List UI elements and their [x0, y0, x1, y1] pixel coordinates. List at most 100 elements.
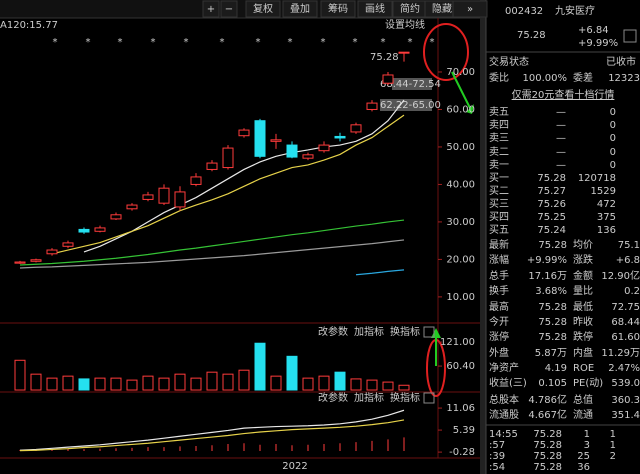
add-button[interactable] — [623, 29, 637, 43]
marker: * — [86, 37, 91, 48]
toolbar-label[interactable]: 隐藏 — [432, 3, 452, 15]
quote-cell[interactable]: 仅需20元查看十档行情 — [512, 88, 615, 101]
toolbar-button[interactable] — [282, 0, 318, 18]
toolbar-label[interactable]: 复权 — [253, 2, 273, 15]
volume-bar — [254, 342, 266, 391]
quote-cell: 75.28 — [538, 317, 567, 328]
tick-cell: 25 — [577, 451, 590, 462]
quote-cell: 跌停 — [573, 330, 593, 343]
quote-cell: 0 — [610, 133, 616, 144]
candle-body — [238, 129, 250, 137]
indicator-button[interactable]: 改参数 — [318, 391, 348, 404]
quote-cell: 均价 — [573, 239, 593, 251]
tick-cell: 75.28 — [533, 440, 562, 451]
volume-bar — [286, 355, 298, 391]
volume-bar — [366, 379, 378, 391]
toolbar-label[interactable]: » — [467, 4, 473, 15]
close-button[interactable] — [423, 392, 435, 404]
marker: * — [353, 37, 358, 48]
quote-cell: 0.2 — [624, 286, 640, 297]
quote-cell: 5.87万 — [535, 348, 567, 359]
stock-price: 75.28 — [517, 30, 546, 41]
toolbar-button[interactable] — [357, 0, 393, 18]
stock-name: 九安医疗 — [555, 4, 595, 17]
marker: * — [430, 37, 435, 48]
indicator-button[interactable]: 加指标 — [354, 325, 384, 338]
arrow — [451, 71, 471, 109]
settings-link[interactable]: 设置均线 — [385, 18, 425, 31]
quote-cell: 4.667亿 — [528, 408, 567, 421]
ma-line — [19, 219, 405, 266]
quote-cell: 472 — [597, 199, 616, 210]
quote-cell: 4.19 — [545, 363, 567, 374]
annotation-box — [392, 78, 432, 90]
candle-body — [286, 144, 298, 158]
toolbar-button[interactable] — [245, 0, 281, 18]
x-label: 2022 — [282, 461, 307, 472]
quote-cell: 总手 — [489, 269, 509, 282]
candle-body — [14, 261, 26, 264]
quote-cell: 75.28 — [538, 332, 567, 343]
tick-cell: 36 — [577, 462, 590, 473]
toolbar-label[interactable]: − — [225, 4, 233, 15]
tick-cell: 2 — [610, 451, 616, 462]
tick-cell: 75.28 — [533, 429, 562, 440]
candle-body — [158, 187, 170, 204]
tick-cell: 75.28 — [533, 451, 562, 462]
quote-cell: 75.28 — [537, 173, 566, 184]
candle-body — [94, 227, 106, 232]
quote-cell: 539.0 — [611, 378, 640, 389]
toolbar-button[interactable] — [452, 0, 488, 18]
toolbar-button[interactable] — [220, 0, 238, 18]
scrollbar[interactable] — [480, 0, 486, 474]
quote-cell: — — [556, 133, 566, 144]
quote-cell: ROE — [573, 363, 594, 374]
quote-cell: 75.26 — [537, 199, 566, 210]
y-tick-label: 10.00 — [446, 292, 475, 303]
annotation: 68.44-72.54 — [380, 79, 441, 90]
volume-bar — [350, 378, 362, 391]
quote-cell: 昨收 — [573, 315, 593, 328]
toolbar-label[interactable]: 筹码 — [328, 2, 348, 15]
quote-cell: 收益(三) — [489, 376, 527, 389]
quote-cell: 12323 — [608, 73, 640, 84]
candle-body — [46, 249, 58, 255]
indicator-button[interactable]: 换指标 — [390, 391, 420, 404]
y-tick-label: -0.28 — [449, 447, 475, 458]
toolbar-label[interactable]: 画线 — [365, 2, 385, 15]
quote-cell: — — [556, 147, 566, 158]
quote-cell: 0 — [610, 107, 616, 118]
quote-cell: 最高 — [489, 300, 509, 313]
y-tick-label: 121.00 — [440, 337, 475, 348]
volume-bar — [190, 377, 202, 391]
quote-cell: 卖二 — [489, 146, 509, 158]
close-button[interactable] — [423, 326, 435, 338]
tick-cell: :39 — [489, 451, 505, 462]
tick-cell: :54 — [489, 462, 505, 473]
candle-body — [110, 214, 122, 220]
tick-cell: 75.28 — [533, 462, 562, 473]
volume-bar — [302, 377, 314, 391]
quote-cell: 卖五 — [489, 106, 509, 118]
indicator-button[interactable]: 改参数 — [318, 325, 348, 338]
toolbar-label[interactable]: + — [207, 4, 215, 15]
y-tick-label: 11.06 — [446, 403, 475, 414]
toolbar-button[interactable] — [202, 0, 220, 18]
ma-line — [51, 114, 405, 255]
toolbar-label[interactable]: 叠加 — [290, 3, 310, 15]
toolbar-label[interactable]: 简约 — [400, 2, 420, 15]
quote-cell: 委差 — [573, 71, 593, 84]
toolbar-button[interactable] — [320, 0, 356, 18]
volume-bar — [46, 377, 58, 391]
candle-body — [254, 120, 266, 157]
quote-cell: PE(动) — [573, 377, 603, 389]
quote-cell: 涨停 — [489, 330, 509, 343]
volume-bar — [110, 377, 122, 391]
quote-cell: 买一 — [489, 172, 509, 184]
stock-pct: +9.99% — [578, 38, 618, 49]
indicator-button[interactable]: 换指标 — [390, 325, 420, 338]
quote-cell: 12.90亿 — [601, 269, 640, 282]
indicator-button[interactable]: 加指标 — [354, 391, 384, 404]
marker: * — [151, 37, 156, 48]
